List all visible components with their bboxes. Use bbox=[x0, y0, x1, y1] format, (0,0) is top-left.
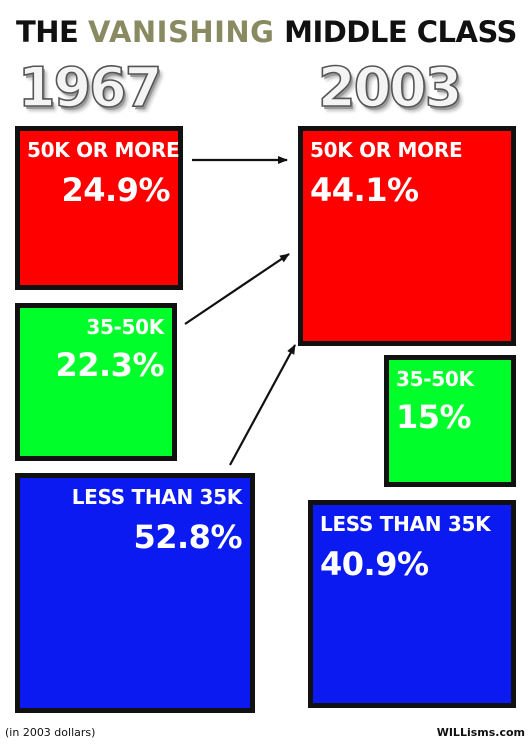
box-value: 40.9% bbox=[320, 545, 429, 583]
year-2003-heading: 2003 bbox=[317, 56, 463, 119]
box-label: 50K OR MORE bbox=[27, 138, 180, 162]
arrow-middle-to-high bbox=[184, 253, 290, 325]
box-value: 24.9% bbox=[61, 171, 170, 209]
title-part-1: THE bbox=[16, 15, 88, 49]
box-value: 22.3% bbox=[55, 346, 164, 384]
box-2003-50k-or-more: 50K OR MORE 44.1% bbox=[298, 126, 516, 346]
arrow-low-to-high bbox=[229, 344, 296, 466]
box-label: 50K OR MORE bbox=[310, 138, 463, 162]
box-label: 35-50K bbox=[396, 367, 474, 391]
box-label: 35-50K bbox=[86, 315, 164, 339]
box-label: LESS THAN 35K bbox=[71, 485, 243, 509]
box-2003-35-50k: 35-50K 15% bbox=[384, 355, 516, 487]
page-title: THE VANISHING MIDDLE CLASS bbox=[16, 14, 517, 50]
footnote-dollars: (in 2003 dollars) bbox=[5, 726, 96, 739]
box-1967-less-than-35k: LESS THAN 35K 52.8% bbox=[15, 473, 255, 713]
box-2003-less-than-35k: LESS THAN 35K 40.9% bbox=[308, 500, 516, 708]
title-part-2: MIDDLE CLASS bbox=[274, 15, 517, 49]
box-value: 44.1% bbox=[310, 171, 419, 209]
year-1967-heading: 1967 bbox=[17, 56, 163, 119]
title-highlight: VANISHING bbox=[87, 15, 275, 49]
brand-credit: WILLisms.com bbox=[436, 726, 525, 739]
box-1967-50k-or-more: 50K OR MORE 24.9% bbox=[15, 126, 183, 290]
box-value: 52.8% bbox=[133, 518, 242, 556]
box-label: LESS THAN 35K bbox=[320, 512, 491, 536]
box-1967-35-50k: 35-50K 22.3% bbox=[15, 303, 177, 461]
box-value: 15% bbox=[396, 398, 472, 436]
